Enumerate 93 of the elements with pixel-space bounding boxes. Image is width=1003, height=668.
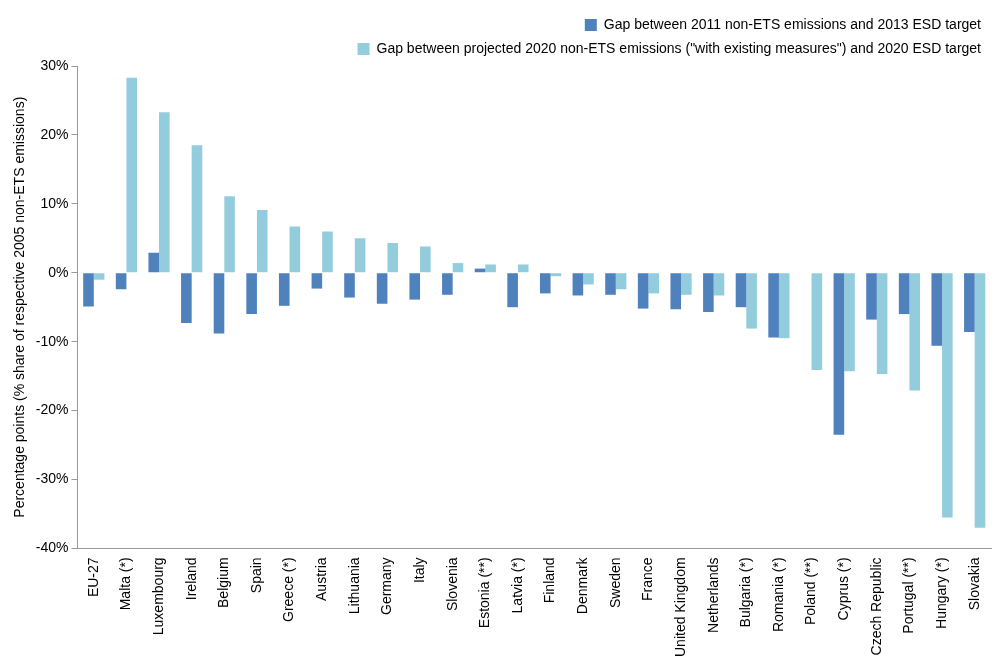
- bar: [224, 196, 235, 273]
- bar: [844, 273, 855, 372]
- bar: [213, 273, 225, 334]
- x-tick-label: Estonia (**): [476, 557, 493, 629]
- x-tick-label: Portugal (**): [900, 557, 917, 634]
- bar: [409, 273, 421, 300]
- bar: [517, 264, 529, 273]
- bar: [289, 226, 301, 273]
- bar: [866, 273, 877, 320]
- legend-label: Gap between 2011 non-ETS emissions and 2013 ESD target: [603, 15, 982, 32]
- bar: [311, 273, 323, 289]
- bar: [572, 273, 584, 296]
- y-tick-label: -20%: [35, 401, 69, 418]
- bar: [942, 273, 953, 518]
- bar: [746, 273, 757, 329]
- bar: [246, 273, 257, 315]
- bar: [670, 273, 682, 310]
- bar: [735, 273, 747, 308]
- x-tick-label: Germany: [378, 557, 395, 615]
- y-axis-title: Percentage points (% share of respective 2005 non-ETS emissions): [11, 96, 28, 518]
- bar: [909, 273, 921, 391]
- bar: [115, 273, 127, 290]
- bar: [539, 273, 551, 294]
- bar: [964, 273, 975, 332]
- bar: [256, 210, 268, 273]
- bar: [615, 273, 627, 290]
- bar: [648, 273, 660, 294]
- x-tick-label: Hungary (*): [932, 557, 949, 629]
- x-tick-label: Poland (**): [802, 557, 819, 626]
- bar: [159, 112, 170, 273]
- x-tick-label: Cyprus (*): [835, 557, 852, 621]
- bar: [681, 273, 692, 295]
- bar: [387, 243, 399, 273]
- x-tick-label: Ireland: [182, 557, 199, 601]
- x-tick-label: Netherlands: [704, 557, 721, 633]
- x-tick-label: Belgium: [215, 557, 232, 608]
- y-tick-label: -30%: [35, 470, 69, 487]
- bar: [376, 273, 388, 304]
- x-tick-label: Finland: [541, 557, 558, 604]
- bar: [278, 273, 290, 306]
- x-tick-label: Denmark: [574, 556, 591, 615]
- bar: [974, 273, 986, 528]
- legend-label: Gap between projected 2020 non-ETS emissions ("with existing measures") and 2020 ESD target: [376, 39, 982, 56]
- bar: [713, 273, 725, 296]
- bar: [420, 246, 431, 273]
- bar: [344, 273, 355, 298]
- bar: [898, 273, 910, 315]
- x-tick-label: Malta (*): [117, 557, 134, 611]
- bar: [93, 273, 105, 280]
- bar: [442, 273, 453, 295]
- y-tick-label: 30%: [40, 56, 69, 73]
- bar: [83, 273, 94, 307]
- x-tick-label: Sweden: [606, 557, 623, 608]
- bar: [452, 263, 464, 273]
- bar: [605, 273, 616, 295]
- bar: [148, 252, 160, 273]
- x-tick-label: France: [639, 557, 656, 601]
- x-tick-label: Latvia (*): [508, 557, 525, 614]
- x-tick-label: United Kingdom: [671, 557, 688, 658]
- bar: [485, 264, 496, 273]
- bar: [191, 145, 203, 273]
- bar: [583, 273, 594, 285]
- bar: [126, 77, 138, 273]
- x-tick-label: Austria: [313, 557, 330, 601]
- x-tick-label: Slovenia: [443, 557, 460, 612]
- y-tick-label: 10%: [40, 194, 69, 211]
- bar: [703, 273, 714, 313]
- bar: [876, 273, 888, 375]
- bar: [931, 273, 943, 346]
- x-tick-label: Czech Republic: [867, 557, 884, 656]
- x-tick-label: Lithuania: [345, 557, 362, 615]
- bar: [322, 231, 333, 273]
- bar: [354, 238, 366, 273]
- y-tick-label: -40%: [35, 539, 69, 556]
- x-tick-label: Spain: [247, 557, 264, 594]
- bar: [833, 273, 845, 435]
- y-tick-label: 20%: [40, 125, 69, 142]
- x-tick-label: EU-27: [84, 557, 101, 598]
- x-tick-label: Slovakia: [965, 557, 982, 611]
- bar: [507, 273, 518, 308]
- bar: [637, 273, 649, 309]
- bar: [811, 273, 823, 370]
- bar: [550, 273, 562, 277]
- x-tick-label: Greece (*): [280, 557, 297, 622]
- bar: [778, 273, 790, 339]
- y-tick-label: 0%: [48, 263, 69, 280]
- bar: [181, 273, 192, 324]
- x-tick-label: Romania (*): [769, 557, 786, 633]
- y-tick-label: -10%: [35, 332, 69, 349]
- x-tick-label: Italy: [410, 557, 427, 584]
- x-tick-label: Bulgaria (*): [737, 557, 754, 628]
- bar: [768, 273, 779, 338]
- x-tick-label: Luxembourg: [149, 557, 166, 636]
